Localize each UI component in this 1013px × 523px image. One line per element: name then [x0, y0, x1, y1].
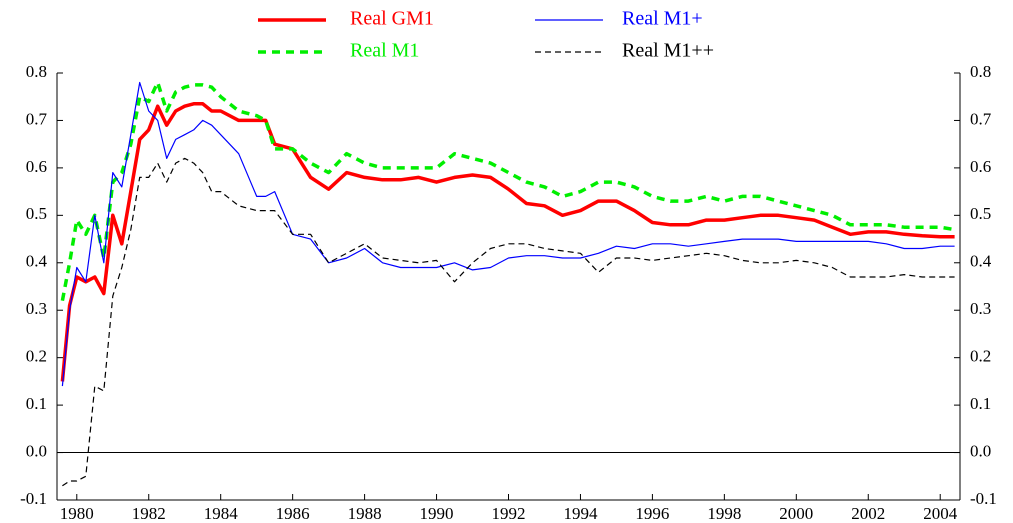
x-tick-label: 1998: [707, 504, 741, 523]
y-tick-label: 0.1: [26, 394, 47, 413]
y-tick-label: 0.6: [26, 157, 47, 176]
series-line: [60, 102, 955, 382]
x-tick-label: 1996: [635, 504, 669, 523]
y2-tick-label: 0.0: [970, 441, 991, 460]
y2-tick-label: 0.1: [970, 394, 991, 413]
y2-tick-label: 0.4: [970, 252, 992, 271]
y-tick-label: 0.4: [26, 252, 48, 271]
y2-tick-label: 0.3: [970, 299, 991, 318]
y-tick-label: -0.1: [20, 489, 47, 508]
x-tick-label: 1990: [420, 504, 454, 523]
legend-label: Real M1: [350, 40, 419, 62]
x-tick-label: 1988: [348, 504, 382, 523]
x-tick-label: 2002: [851, 504, 885, 523]
legend-label: Real M1+: [622, 8, 703, 30]
legend-label: Real M1++: [622, 40, 714, 62]
x-tick-label: 2000: [779, 504, 813, 523]
x-tick-label: 1994: [563, 504, 598, 523]
y2-tick-label: 0.5: [970, 204, 991, 223]
x-tick-label: 2004: [923, 504, 958, 523]
series-line: [60, 80, 955, 302]
x-tick-label: 1982: [132, 504, 166, 523]
y2-tick-label: -0.1: [970, 489, 997, 508]
y-tick-label: 0.0: [26, 441, 47, 460]
y-tick-label: 0.7: [26, 109, 48, 128]
x-tick-label: 1992: [492, 504, 526, 523]
series-line: [62, 157, 955, 487]
y-tick-label: 0.8: [26, 62, 47, 81]
y-tick-label: 0.5: [26, 204, 47, 223]
x-tick-label: 1980: [60, 504, 94, 523]
y2-tick-label: 0.8: [970, 62, 991, 81]
x-tick-label: 1986: [276, 504, 310, 523]
y2-tick-label: 0.2: [970, 347, 991, 366]
y-tick-label: 0.3: [26, 299, 47, 318]
legend-label: Real GM1: [350, 8, 434, 30]
y2-tick-label: 0.6: [970, 157, 991, 176]
x-tick-label: 1984: [204, 504, 239, 523]
y-tick-label: 0.2: [26, 347, 47, 366]
y2-tick-label: 0.7: [970, 109, 992, 128]
series-line: [61, 81, 955, 387]
